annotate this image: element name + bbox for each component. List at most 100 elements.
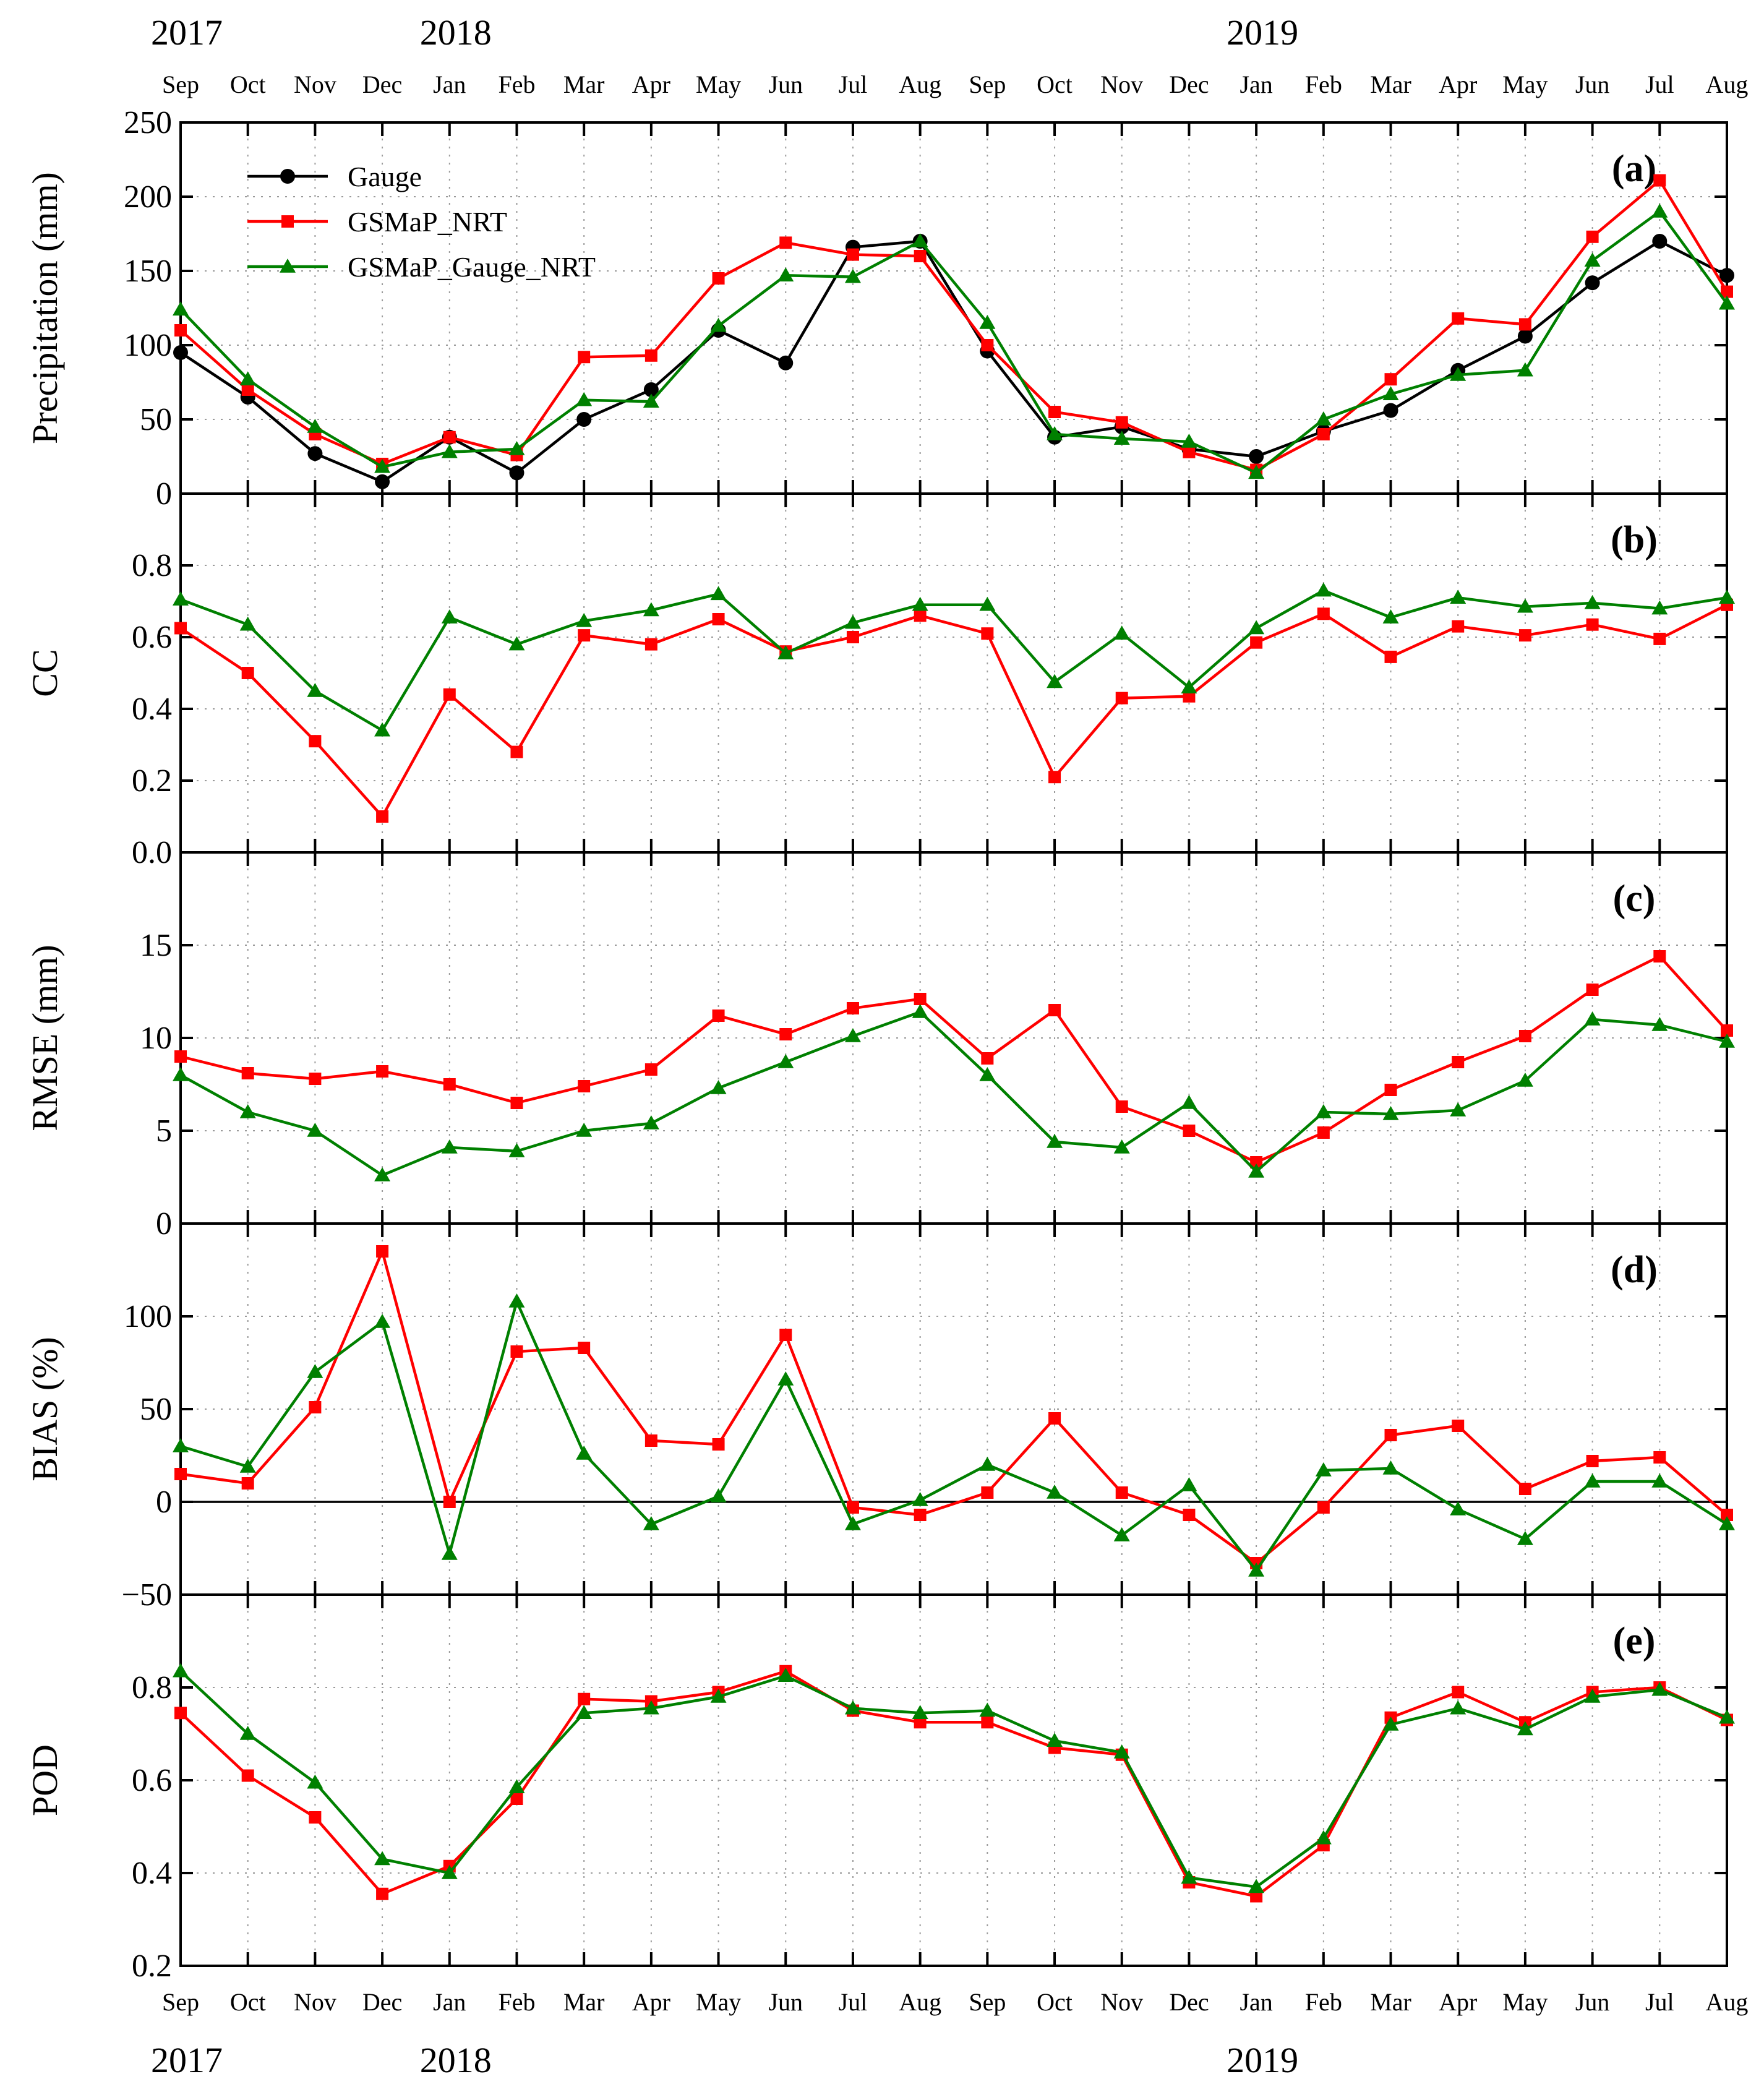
y-tick-label: 0 — [156, 476, 172, 512]
data-point — [508, 1143, 525, 1157]
data-point — [914, 1509, 927, 1521]
year-label-bottom: 2018 — [420, 2040, 492, 2080]
data-point — [1115, 1100, 1128, 1113]
data-point — [912, 1004, 928, 1018]
data-point — [1181, 434, 1197, 448]
data-point — [712, 613, 725, 625]
data-point — [239, 1104, 256, 1118]
series-line — [179, 1010, 1728, 1177]
data-point — [1450, 1102, 1466, 1117]
data-point — [1315, 1462, 1332, 1477]
panel-frame — [179, 492, 1728, 854]
legend-label: GSMaP_NRT — [348, 206, 507, 238]
data-point — [643, 1115, 659, 1130]
data-point — [508, 441, 525, 455]
data-point — [1317, 1126, 1330, 1139]
month-label-top: Sep — [969, 71, 1006, 98]
data-point — [1450, 1700, 1466, 1715]
month-label-bottom: Nov — [1100, 1988, 1143, 2016]
y-tick-label: 100 — [124, 328, 172, 363]
data-point — [1452, 1420, 1465, 1432]
data-point — [981, 339, 994, 351]
data-point — [174, 1050, 187, 1063]
data-point — [1183, 445, 1196, 458]
data-point — [1183, 1125, 1196, 1137]
data-point — [1382, 1717, 1399, 1731]
month-label-bottom: Oct — [1037, 1988, 1073, 2016]
data-point — [1584, 1689, 1601, 1703]
month-label-bottom: Feb — [498, 1988, 535, 2016]
y-tick-label: 0.4 — [132, 1856, 172, 1891]
y-tick-label: 0 — [156, 1206, 172, 1241]
data-point — [846, 1501, 859, 1514]
data-point — [846, 248, 859, 261]
month-label-top: Dec — [1169, 71, 1209, 98]
month-label-bottom: May — [1502, 1988, 1548, 2016]
data-point — [1585, 275, 1600, 291]
data-point — [844, 614, 861, 629]
y-tick-label: 100 — [124, 1299, 172, 1334]
data-point — [174, 1468, 187, 1480]
y-axis-label: CC — [25, 649, 65, 697]
series-gsmap-gauge-nrt — [173, 1004, 1735, 1181]
y-tick-label: 0.4 — [132, 692, 172, 727]
month-label-top: Nov — [294, 71, 336, 98]
month-label-top: Jan — [1240, 71, 1272, 98]
data-point — [443, 1078, 456, 1091]
data-point — [712, 1438, 725, 1451]
legend-marker — [280, 259, 296, 273]
panel-tag: (a) — [1612, 148, 1656, 190]
data-point — [1652, 234, 1668, 249]
data-point — [1115, 1486, 1128, 1499]
data-point — [1719, 589, 1735, 604]
data-point — [1586, 618, 1599, 631]
data-point — [777, 267, 794, 281]
data-point — [912, 1492, 928, 1506]
data-point — [576, 612, 593, 627]
data-point — [1115, 416, 1128, 429]
y-tick-label: −50 — [122, 1577, 172, 1613]
data-point — [239, 371, 256, 385]
data-point — [241, 384, 254, 396]
data-point — [578, 1692, 591, 1705]
data-point — [510, 1793, 523, 1805]
data-point — [979, 1702, 996, 1717]
month-label-bottom: Sep — [162, 1988, 199, 2016]
data-point — [644, 638, 657, 651]
month-label-top: Jun — [768, 71, 803, 98]
data-point — [912, 1705, 928, 1719]
data-point — [374, 1851, 391, 1866]
data-point — [1719, 268, 1734, 283]
series-gsmap-gauge-nrt — [173, 582, 1735, 737]
data-point — [779, 236, 792, 249]
y-axis-label: POD — [25, 1744, 65, 1816]
data-point — [1113, 1139, 1130, 1154]
data-point — [643, 393, 659, 408]
series-gsmap-nrt — [174, 950, 1733, 1168]
data-point — [644, 1434, 657, 1447]
data-point — [1452, 312, 1465, 325]
data-point — [307, 419, 323, 433]
series-gsmap-gauge-nrt — [173, 1293, 1735, 1577]
data-point — [914, 250, 927, 262]
y-tick-label: 50 — [140, 402, 172, 437]
data-point — [1517, 598, 1533, 613]
data-point — [981, 627, 994, 640]
month-label-bottom: Nov — [294, 1988, 336, 2016]
data-point — [1248, 1164, 1265, 1178]
data-point — [643, 602, 659, 617]
month-label-bottom: Apr — [632, 1988, 670, 2016]
data-point — [443, 431, 456, 444]
data-point — [779, 1329, 792, 1341]
data-point — [981, 1486, 994, 1499]
data-point — [508, 1293, 525, 1308]
month-label-bottom: Feb — [1305, 1988, 1342, 2016]
data-point — [376, 1065, 389, 1078]
data-point — [576, 1705, 593, 1719]
y-tick-label: 0.8 — [132, 548, 172, 583]
month-label-top: Aug — [899, 71, 941, 98]
month-label-top: Aug — [1706, 71, 1749, 98]
series-line — [179, 603, 1728, 818]
y-tick-label: 5 — [156, 1113, 172, 1149]
